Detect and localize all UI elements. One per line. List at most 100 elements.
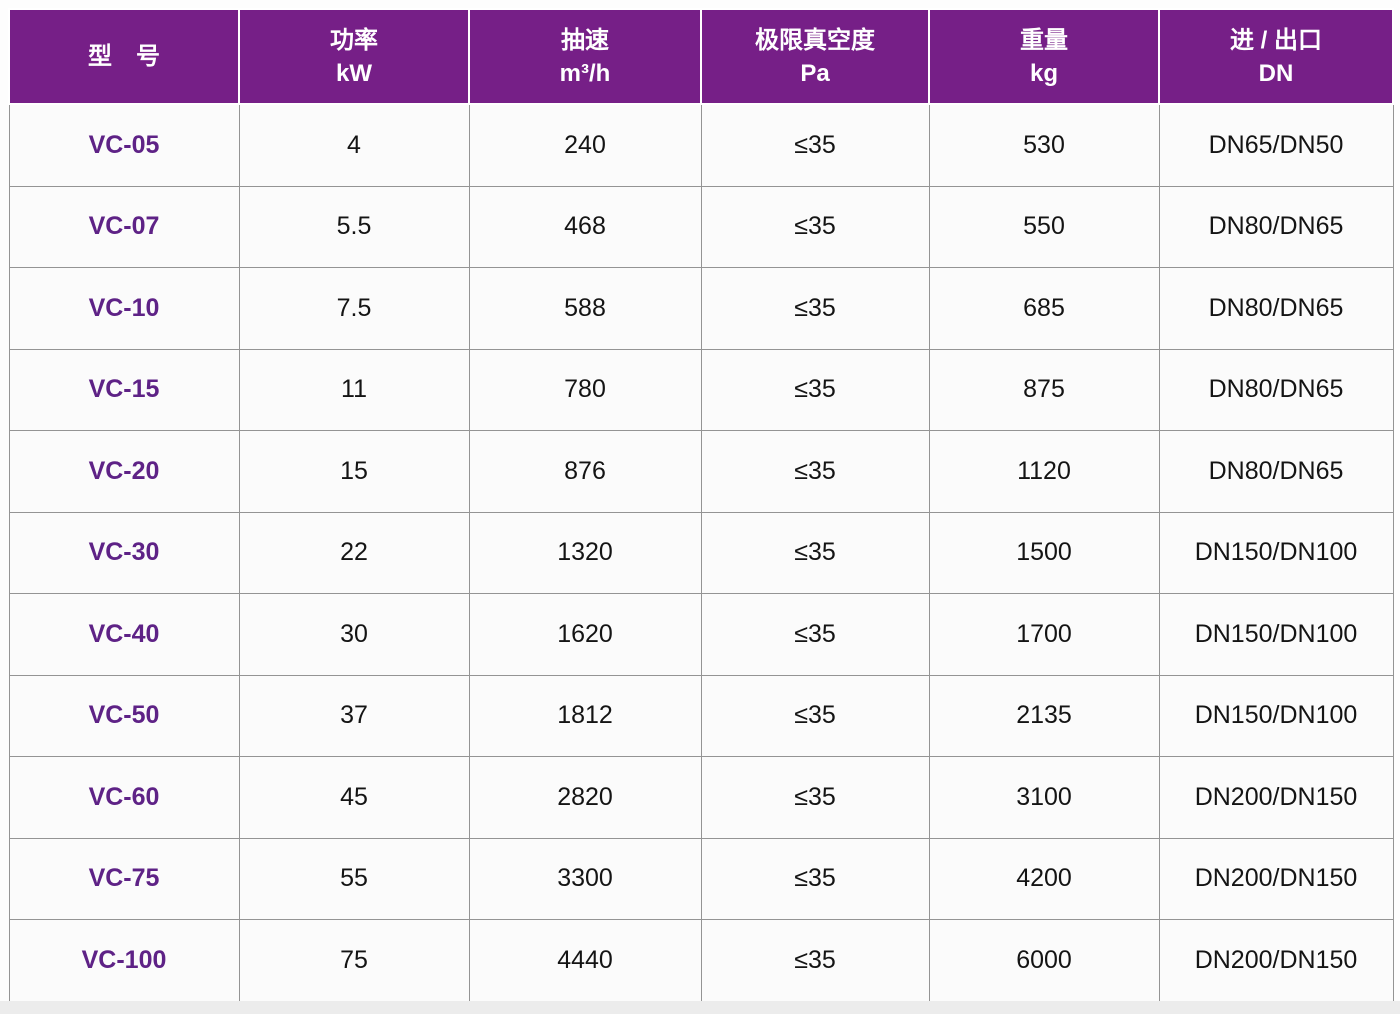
model-cell: VC-50 <box>8 674 240 757</box>
table-row: VC-30 22 1320 ≤35 1500 DN150/DN100 <box>8 511 1394 594</box>
speed-cell: 4440 <box>468 919 702 1002</box>
table-row: VC-10 7.5 588 ≤35 685 DN80/DN65 <box>8 267 1394 350</box>
model-cell: VC-60 <box>8 756 240 839</box>
header-inlet-outlet-unit: DN <box>1258 59 1294 87</box>
ports-cell: DN80/DN65 <box>1158 185 1394 268</box>
model-cell: VC-07 <box>8 185 240 268</box>
header-power-label: 功率 <box>330 26 378 54</box>
vacuum-cell: ≤35 <box>700 837 930 920</box>
table-header: 型 号 功率 kW 抽速 m³/h 极限真空度 Pa 重量 kg <box>8 8 1394 105</box>
model-cell: VC-10 <box>8 267 240 350</box>
header-power-unit: kW <box>336 59 372 87</box>
header-ultimate-vacuum: 极限真空度 Pa <box>700 8 930 105</box>
header-power: 功率 kW <box>238 8 470 105</box>
ports-cell: DN200/DN150 <box>1158 756 1394 839</box>
ports-cell: DN200/DN150 <box>1158 837 1394 920</box>
model-cell: VC-100 <box>8 919 240 1002</box>
table-row: VC-07 5.5 468 ≤35 550 DN80/DN65 <box>8 185 1394 268</box>
vacuum-cell: ≤35 <box>700 267 930 350</box>
header-pumping-speed-label: 抽速 <box>561 26 609 54</box>
vacuum-cell: ≤35 <box>700 674 930 757</box>
speed-cell: 2820 <box>468 756 702 839</box>
header-pumping-speed: 抽速 m³/h <box>468 8 702 105</box>
model-cell: VC-75 <box>8 837 240 920</box>
header-ultimate-vacuum-unit: Pa <box>800 59 830 87</box>
weight-cell: 875 <box>928 348 1160 431</box>
table-row: VC-100 75 4440 ≤35 6000 DN200/DN150 <box>8 919 1394 1002</box>
ports-cell: DN80/DN65 <box>1158 267 1394 350</box>
power-cell: 5.5 <box>238 185 470 268</box>
header-model-label: 型 号 <box>88 43 160 70</box>
weight-cell: 1500 <box>928 511 1160 594</box>
weight-cell: 1700 <box>928 593 1160 676</box>
power-cell: 4 <box>238 103 470 187</box>
speed-cell: 588 <box>468 267 702 350</box>
speed-cell: 1812 <box>468 674 702 757</box>
speed-cell: 468 <box>468 185 702 268</box>
weight-cell: 1120 <box>928 430 1160 513</box>
header-model: 型 号 <box>8 8 240 105</box>
model-cell: VC-15 <box>8 348 240 431</box>
vacuum-cell: ≤35 <box>700 185 930 268</box>
header-ultimate-vacuum-label: 极限真空度 <box>755 26 875 54</box>
weight-cell: 2135 <box>928 674 1160 757</box>
table-row: VC-15 11 780 ≤35 875 DN80/DN65 <box>8 348 1394 431</box>
weight-cell: 550 <box>928 185 1160 268</box>
power-cell: 30 <box>238 593 470 676</box>
power-cell: 22 <box>238 511 470 594</box>
power-cell: 7.5 <box>238 267 470 350</box>
ports-cell: DN150/DN100 <box>1158 593 1394 676</box>
model-cell: VC-40 <box>8 593 240 676</box>
weight-cell: 530 <box>928 103 1160 187</box>
power-cell: 75 <box>238 919 470 1002</box>
pump-spec-table: 型 号 功率 kW 抽速 m³/h 极限真空度 Pa 重量 kg <box>8 8 1394 1002</box>
weight-cell: 4200 <box>928 837 1160 920</box>
power-cell: 37 <box>238 674 470 757</box>
power-cell: 15 <box>238 430 470 513</box>
model-cell: VC-05 <box>8 103 240 187</box>
table-row: VC-50 37 1812 ≤35 2135 DN150/DN100 <box>8 674 1394 757</box>
vacuum-cell: ≤35 <box>700 348 930 431</box>
speed-cell: 3300 <box>468 837 702 920</box>
vacuum-cell: ≤35 <box>700 593 930 676</box>
vacuum-cell: ≤35 <box>700 103 930 187</box>
speed-cell: 780 <box>468 348 702 431</box>
ports-cell: DN150/DN100 <box>1158 674 1394 757</box>
table-row: VC-20 15 876 ≤35 1120 DN80/DN65 <box>8 430 1394 513</box>
header-weight-label: 重量 <box>1020 26 1068 54</box>
ports-cell: DN80/DN65 <box>1158 430 1394 513</box>
model-cell: VC-20 <box>8 430 240 513</box>
table-row: VC-40 30 1620 ≤35 1700 DN150/DN100 <box>8 593 1394 676</box>
header-inlet-outlet: 进 / 出口 DN <box>1158 8 1394 105</box>
header-pumping-speed-unit: m³/h <box>559 59 611 87</box>
speed-cell: 1620 <box>468 593 702 676</box>
page-bottom-strip <box>0 1001 1400 1014</box>
speed-cell: 240 <box>468 103 702 187</box>
ports-cell: DN200/DN150 <box>1158 919 1394 1002</box>
header-row: 型 号 功率 kW 抽速 m³/h 极限真空度 Pa 重量 kg <box>8 8 1394 105</box>
vacuum-cell: ≤35 <box>700 430 930 513</box>
model-cell: VC-30 <box>8 511 240 594</box>
weight-cell: 685 <box>928 267 1160 350</box>
header-weight: 重量 kg <box>928 8 1160 105</box>
table-row: VC-60 45 2820 ≤35 3100 DN200/DN150 <box>8 756 1394 839</box>
ports-cell: DN80/DN65 <box>1158 348 1394 431</box>
speed-cell: 1320 <box>468 511 702 594</box>
table-row: VC-05 4 240 ≤35 530 DN65/DN50 <box>8 103 1394 187</box>
ports-cell: DN65/DN50 <box>1158 103 1394 187</box>
weight-cell: 3100 <box>928 756 1160 839</box>
table-row: VC-75 55 3300 ≤35 4200 DN200/DN150 <box>8 837 1394 920</box>
ports-cell: DN150/DN100 <box>1158 511 1394 594</box>
table-body: VC-05 4 240 ≤35 530 DN65/DN50 VC-07 5.5 … <box>8 103 1394 1002</box>
header-inlet-outlet-label: 进 / 出口 <box>1229 26 1322 54</box>
vacuum-cell: ≤35 <box>700 919 930 1002</box>
speed-cell: 876 <box>468 430 702 513</box>
vacuum-cell: ≤35 <box>700 756 930 839</box>
header-weight-unit: kg <box>1029 59 1058 87</box>
power-cell: 11 <box>238 348 470 431</box>
power-cell: 45 <box>238 756 470 839</box>
weight-cell: 6000 <box>928 919 1160 1002</box>
vacuum-cell: ≤35 <box>700 511 930 594</box>
power-cell: 55 <box>238 837 470 920</box>
